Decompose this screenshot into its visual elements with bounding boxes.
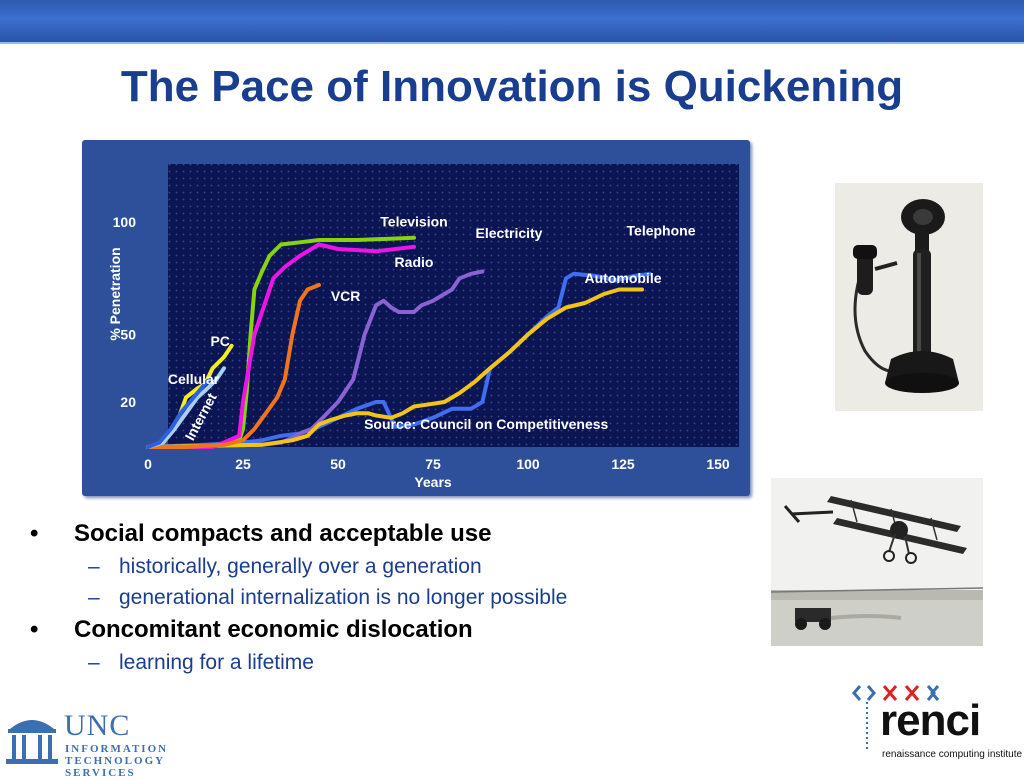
renci-x-mark-icon xyxy=(852,685,940,701)
sub-bullet-item: – historically, generally over a generat… xyxy=(30,551,790,582)
x-tick-label: 0 xyxy=(144,456,152,472)
slide-title: The Pace of Innovation is Quickening xyxy=(120,62,904,111)
series-line-vcr xyxy=(146,283,321,449)
x-tick-label: 25 xyxy=(235,456,251,472)
old-well-icon xyxy=(6,720,58,764)
candlestick-telephone-photo xyxy=(835,183,983,411)
unc-subtitle-line: TECHNOLOGY SERVICES xyxy=(65,755,165,779)
renci-wordmark: renci xyxy=(880,696,981,745)
unc-subtitle: INFORMATION TECHNOLOGY SERVICES xyxy=(65,743,230,779)
series-label-electricity: Electricity xyxy=(476,225,543,241)
x-tick-label: 125 xyxy=(611,456,635,472)
dash-glyph: – xyxy=(88,555,100,578)
series-line-internet xyxy=(146,377,211,449)
x-tick-label: 100 xyxy=(516,456,540,472)
bullet-glyph: • xyxy=(30,520,39,547)
bullet-item: • Concomitant economic dislocation xyxy=(30,613,790,647)
sub-bullet-text: generational internalization is no longe… xyxy=(119,586,568,609)
series-label-television: Television xyxy=(380,214,447,230)
series-label-cellular: Cellular xyxy=(168,371,220,387)
series-line-cellular xyxy=(146,366,226,449)
y-tick-label: 50 xyxy=(120,327,136,343)
y-axis-label: % Penetration xyxy=(107,247,123,340)
bullet-text: Social compacts and acceptable use xyxy=(74,520,492,547)
x-axis-label: Years xyxy=(414,474,452,490)
bullet-item: • Social compacts and acceptable use xyxy=(30,517,790,551)
bullet-text: Concomitant economic dislocation xyxy=(74,616,473,643)
dash-glyph: – xyxy=(88,651,100,674)
series-line-electricity xyxy=(146,269,485,449)
series-label-telephone: Telephone xyxy=(627,223,696,239)
x-tick-label: 50 xyxy=(330,456,346,472)
series-label-vcr: VCR xyxy=(331,288,361,304)
x-tick-label: 75 xyxy=(425,456,441,472)
sub-bullet-item: – learning for a lifetime xyxy=(30,647,790,678)
y-tick-label: 100 xyxy=(113,214,137,230)
x-tick-label: 150 xyxy=(706,456,730,472)
sub-bullet-item: – generational internalization is no lon… xyxy=(30,582,790,613)
early-biplane-and-automobile-photo xyxy=(770,478,984,646)
source-annotation: Source: Council on Competitiveness xyxy=(364,416,608,432)
bullet-list: • Social compacts and acceptable use – h… xyxy=(30,517,790,678)
sub-bullet-text: learning for a lifetime xyxy=(119,651,314,674)
unc-wordmark: UNC xyxy=(64,709,131,742)
unc-its-logo: UNC INFORMATION TECHNOLOGY SERVICES xyxy=(0,705,230,779)
y-tick-label: 20 xyxy=(120,394,136,410)
slide-header-bar xyxy=(0,0,1024,42)
dash-glyph: – xyxy=(88,586,100,609)
series-line-automobile xyxy=(146,287,644,449)
slide-header-rule xyxy=(0,42,1024,44)
penetration-chart: 0 25 50 75 100 125 150 100 50 20 Years % Penetratio… xyxy=(107,164,739,490)
renci-dotted-rule-icon xyxy=(866,702,868,752)
renci-tagline: renaissance computing institute xyxy=(882,749,1023,760)
bullet-glyph: • xyxy=(30,616,39,643)
series-label-pc: PC xyxy=(210,333,229,349)
renci-logo: renci renaissance computing institute xyxy=(846,676,1024,768)
series-label-radio: Radio xyxy=(395,254,434,270)
unc-subtitle-line: INFORMATION xyxy=(65,743,169,755)
sub-bullet-text: historically, generally over a generatio… xyxy=(119,555,482,578)
series-line-telephone xyxy=(146,271,652,449)
series-label-automobile: Automobile xyxy=(585,270,662,286)
